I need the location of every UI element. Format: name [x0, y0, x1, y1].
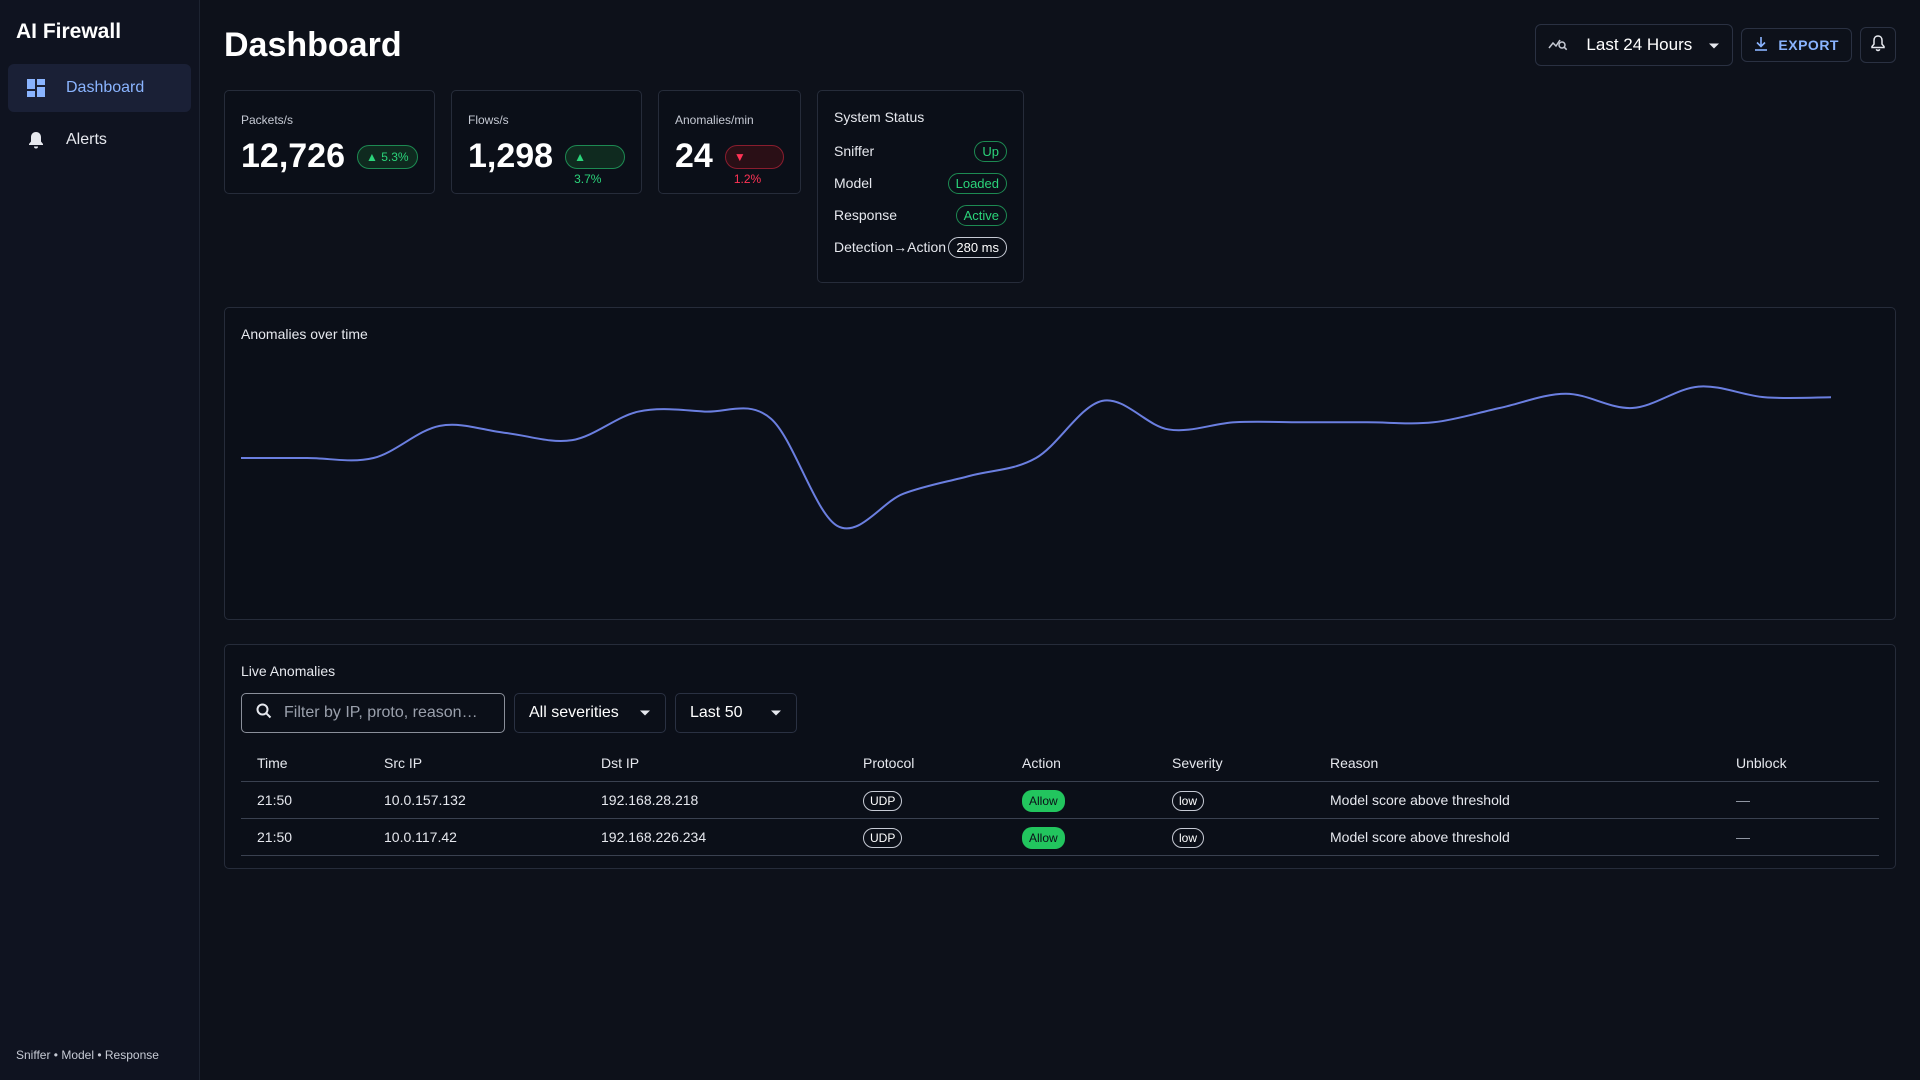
sidebar-item-alerts[interactable]: Alerts [8, 116, 191, 164]
status-badge: Loaded [947, 172, 1007, 194]
protocol-badge: UDP [863, 827, 903, 848]
status-label: Detection→Action [834, 239, 947, 255]
time-range-label: Last 24 Hours [1586, 35, 1693, 54]
table-header-row: Time Src IP Dst IP Protocol Action Sever… [241, 745, 1879, 782]
page-title: Dashboard [224, 25, 402, 64]
status-row-response: Response Active [834, 199, 1007, 231]
search-input[interactable] [284, 704, 484, 722]
filter-bar: All severities Last 50 [241, 693, 1879, 733]
cell-reason: Model score above threshold [1314, 781, 1720, 819]
status-row-sniffer: Sniffer Up [834, 135, 1007, 167]
severity-select[interactable]: All severities [514, 693, 666, 733]
action-badge: Allow [1022, 789, 1065, 812]
stat-delta-badge: ▼ 1.2% [724, 144, 784, 186]
chart-title: Anomalies over time [241, 326, 368, 342]
stat-value: 24 [675, 137, 713, 175]
anomalies-chart-card: Anomalies over time [224, 307, 1896, 620]
table-row[interactable]: 21:50 10.0.117.42 192.168.226.234 UDP Al… [241, 818, 1879, 856]
top-actions: Last 24 Hours EXPORT [1535, 24, 1896, 66]
protocol-badge: UDP [863, 790, 903, 811]
stat-label: Anomalies/min [675, 113, 754, 127]
cell-action: Allow [1006, 818, 1156, 856]
table-title: Live Anomalies [241, 663, 336, 679]
notifications-button[interactable] [1860, 27, 1896, 63]
system-status-card: System Status Sniffer Up Model Loaded Re… [817, 90, 1024, 283]
cell-time: 21:50 [241, 818, 368, 856]
chevron-down-icon [1708, 35, 1720, 55]
cell-time: 21:50 [241, 781, 368, 819]
status-badge: Up [974, 140, 1007, 162]
sidebar-item-label: Dashboard [66, 79, 145, 96]
cards-row: Packets/s 12,726 ▲ 5.3% Flows/s 1,298 ▲ … [224, 90, 1896, 283]
anomalies-line-chart [241, 385, 1832, 530]
download-icon [1754, 36, 1768, 55]
severity-badge: low [1172, 790, 1205, 811]
column-header[interactable]: Unblock [1720, 745, 1879, 782]
table-row[interactable]: 21:50 10.0.157.132 192.168.28.218 UDP Al… [241, 781, 1879, 819]
severity-badge: low [1172, 827, 1205, 848]
export-button[interactable]: EXPORT [1741, 28, 1852, 62]
column-header[interactable]: Time [241, 745, 368, 782]
sidebar-footer: Sniffer • Model • Response [16, 1048, 159, 1062]
column-header[interactable]: Severity [1156, 745, 1314, 782]
cell-protocol: UDP [847, 781, 1006, 819]
column-header[interactable]: Src IP [368, 745, 585, 782]
cell-action: Allow [1006, 781, 1156, 819]
status-row-latency: Detection→Action 280 ms [834, 231, 1007, 263]
cell-reason: Model score above threshold [1314, 818, 1720, 856]
topbar: Dashboard Last 24 Hours EXPORT [224, 0, 1896, 90]
cell-unblock: — [1720, 818, 1879, 856]
severity-select-label: All severities [529, 704, 619, 721]
search-field[interactable] [241, 693, 505, 733]
latency-badge: 280 ms [948, 236, 1007, 258]
stat-card-flows: Flows/s 1,298 ▲ 3.7% [451, 90, 642, 194]
cell-src-ip: 10.0.157.132 [368, 781, 585, 819]
time-range-select[interactable]: Last 24 Hours [1535, 24, 1734, 66]
chevron-down-icon [639, 704, 651, 722]
status-label: Model [834, 175, 873, 191]
stat-delta-badge: ▲ 3.7% [565, 144, 625, 186]
stat-label: Flows/s [468, 113, 509, 127]
search-icon [256, 703, 272, 724]
brand-title: AI Firewall [16, 20, 122, 43]
count-select[interactable]: Last 50 [675, 693, 797, 733]
column-header[interactable]: Protocol [847, 745, 1006, 782]
dashboard-icon [26, 78, 46, 98]
stat-value: 1,298 [468, 137, 554, 175]
cell-protocol: UDP [847, 818, 1006, 856]
stat-card-packets: Packets/s 12,726 ▲ 5.3% [224, 90, 435, 194]
stat-card-anomalies: Anomalies/min 24 ▼ 1.2% [658, 90, 801, 194]
cell-dst-ip: 192.168.28.218 [585, 781, 847, 819]
live-anomalies-card: Live Anomalies All severities Last 50 [224, 644, 1896, 869]
status-badge: Active [955, 204, 1007, 226]
column-header[interactable]: Action [1006, 745, 1156, 782]
anomalies-series-line [241, 385, 1832, 530]
bell-outline-icon [1870, 34, 1886, 57]
chevron-down-icon [770, 704, 782, 722]
cell-severity: low [1156, 818, 1314, 856]
cell-dst-ip: 192.168.226.234 [585, 818, 847, 856]
main-content: Dashboard Last 24 Hours EXPORT [200, 0, 1920, 1080]
cell-src-ip: 10.0.117.42 [368, 818, 585, 856]
anomalies-table: Time Src IP Dst IP Protocol Action Sever… [241, 745, 1879, 856]
status-title: System Status [834, 109, 925, 125]
count-select-label: Last 50 [690, 704, 743, 721]
action-badge: Allow [1022, 826, 1065, 849]
column-header[interactable]: Reason [1314, 745, 1720, 782]
sidebar: AI Firewall Dashboard Alerts Sniffer • M… [0, 0, 200, 1080]
status-label: Sniffer [834, 143, 875, 159]
stat-value: 12,726 [241, 137, 345, 175]
bell-icon [26, 130, 46, 150]
stat-delta-badge: ▲ 5.3% [357, 144, 418, 169]
column-header[interactable]: Dst IP [585, 745, 847, 782]
sidebar-item-label: Alerts [66, 131, 107, 148]
chart-search-icon [1548, 34, 1568, 57]
status-label: Response [834, 207, 898, 223]
cell-severity: low [1156, 781, 1314, 819]
status-row-model: Model Loaded [834, 167, 1007, 199]
sidebar-item-dashboard[interactable]: Dashboard [8, 64, 191, 112]
export-label: EXPORT [1778, 37, 1839, 53]
cell-unblock: — [1720, 781, 1879, 819]
stat-label: Packets/s [241, 113, 294, 127]
